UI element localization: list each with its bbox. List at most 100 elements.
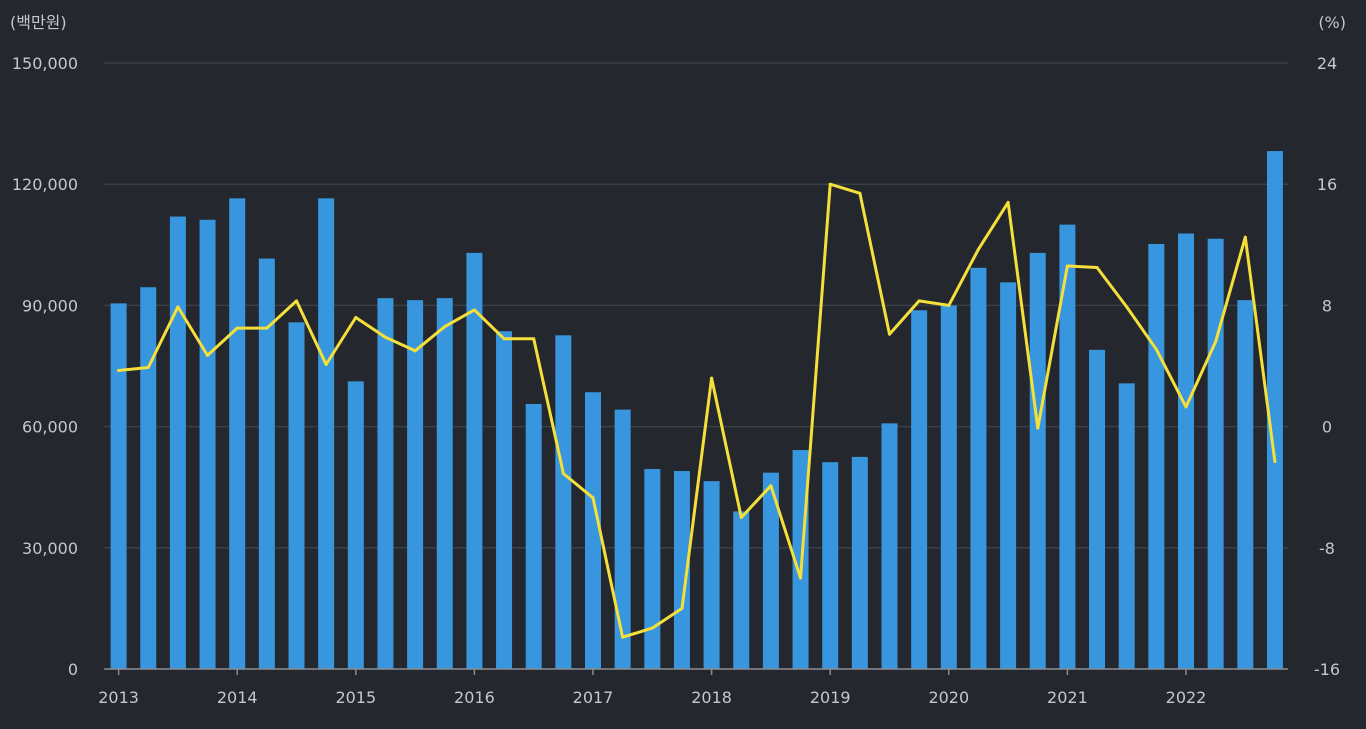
right-axis-tick-label: -8	[1319, 539, 1335, 558]
x-axis-tick-label: 2020	[928, 688, 969, 707]
bar	[1118, 383, 1135, 669]
line-point	[1214, 340, 1218, 344]
line-point	[917, 299, 921, 303]
bar	[555, 335, 572, 669]
bar	[1029, 252, 1046, 669]
bar	[1237, 300, 1254, 669]
line-point	[591, 496, 595, 500]
bar	[318, 198, 335, 669]
bar	[614, 409, 631, 669]
bar	[288, 322, 305, 669]
bar	[1148, 243, 1165, 669]
bar	[229, 198, 246, 669]
bar	[644, 469, 661, 669]
right-axis-tick-label: -16	[1314, 660, 1340, 679]
x-axis-tick-label: 2016	[454, 688, 495, 707]
line-point	[1243, 235, 1247, 239]
bar	[169, 216, 186, 669]
bar	[347, 381, 364, 669]
bar	[436, 298, 453, 669]
axes: 0 -16 30,000 -8 60,000 0 90,000 8 120,000 16 150,0…	[12, 54, 1340, 707]
line-point	[472, 308, 476, 312]
line-point	[621, 635, 625, 639]
right-axis-tick-label: 16	[1317, 175, 1337, 194]
line-point	[799, 576, 803, 580]
line-point	[680, 606, 684, 610]
line-point	[739, 516, 743, 519]
right-axis-tick-label: 0	[1322, 418, 1332, 437]
line-point	[1036, 426, 1040, 430]
line-path	[117, 182, 1277, 639]
line-point	[117, 369, 121, 373]
line-point	[502, 337, 506, 341]
bar	[110, 303, 127, 669]
line-point	[1125, 305, 1129, 309]
bar	[199, 219, 216, 669]
line-point	[769, 484, 773, 488]
line-point	[828, 182, 832, 186]
bar	[1207, 238, 1224, 670]
x-axis-tick-label: 2017	[573, 688, 614, 707]
x-axis-tick-label: 2013	[98, 688, 139, 707]
x-axis-tick-label: 2019	[810, 688, 851, 707]
right-axis-tick-label: 8	[1322, 296, 1332, 315]
x-axis-tick-label: 2018	[691, 688, 732, 707]
line-point	[1065, 264, 1069, 268]
bar	[1266, 151, 1283, 669]
line-point	[888, 332, 891, 336]
bar	[673, 471, 690, 669]
bar	[1178, 233, 1194, 669]
line-point	[295, 299, 298, 303]
bar	[1000, 282, 1017, 669]
bar	[703, 481, 720, 669]
right-axis-tick-label: 24	[1317, 54, 1337, 73]
line-series	[117, 182, 1277, 639]
line-point	[443, 325, 447, 329]
line-point	[383, 335, 387, 339]
bar	[1089, 349, 1106, 669]
bar-series	[110, 151, 1283, 670]
bar	[585, 392, 601, 669]
x-axis-tick-label: 2014	[217, 688, 258, 707]
line-point	[1095, 266, 1099, 270]
line-point	[176, 305, 180, 309]
bar	[822, 462, 839, 669]
line-point	[265, 326, 269, 330]
line-point	[413, 349, 417, 353]
line-point	[710, 376, 714, 380]
line-point	[650, 626, 654, 630]
line-point	[146, 366, 150, 370]
bar	[911, 310, 928, 669]
left-axis-tick-label: 150,000	[12, 54, 78, 73]
line-point	[1273, 459, 1277, 463]
bar	[881, 423, 898, 669]
bar	[1059, 224, 1076, 669]
x-axis-tick-label: 2021	[1047, 688, 1088, 707]
line-point	[561, 472, 565, 476]
left-axis-tick-label: 60,000	[22, 418, 78, 437]
bar	[733, 511, 750, 669]
line-point	[324, 362, 328, 366]
bar	[970, 267, 987, 669]
line-point	[206, 353, 210, 357]
bar	[525, 403, 542, 669]
bar	[940, 305, 957, 669]
line-point	[947, 303, 951, 307]
bar	[377, 298, 394, 669]
left-axis-tick-label: 30,000	[22, 539, 78, 558]
line-point	[532, 337, 536, 341]
gridlines	[104, 62, 1288, 549]
line-point	[1006, 200, 1010, 204]
x-axis-tick-label: 2022	[1166, 688, 1207, 707]
left-axis-unit: (백만원)	[10, 13, 67, 32]
line-point	[354, 316, 358, 320]
left-axis-tick-label: 0	[68, 660, 78, 679]
left-axis-tick-label: 120,000	[12, 175, 78, 194]
bar	[496, 331, 513, 669]
left-axis-tick-label: 90,000	[22, 296, 78, 315]
x-axis-tick-label: 2015	[335, 688, 376, 707]
line-point	[1184, 405, 1188, 409]
bar	[851, 456, 868, 669]
bar	[466, 252, 483, 669]
